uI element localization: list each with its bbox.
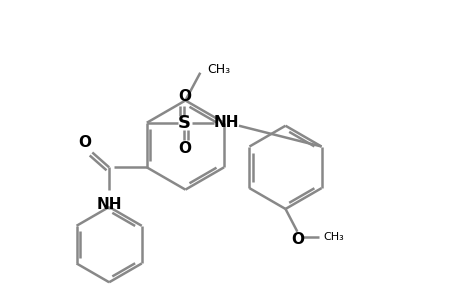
Text: NH: NH: [96, 197, 122, 212]
Text: NH: NH: [213, 115, 238, 130]
Text: CH₃: CH₃: [323, 232, 343, 242]
Text: S: S: [178, 114, 190, 132]
Text: CH₃: CH₃: [207, 63, 230, 76]
Text: O: O: [178, 89, 190, 104]
Text: O: O: [178, 141, 190, 156]
Text: O: O: [78, 135, 91, 150]
Text: O: O: [290, 232, 303, 247]
